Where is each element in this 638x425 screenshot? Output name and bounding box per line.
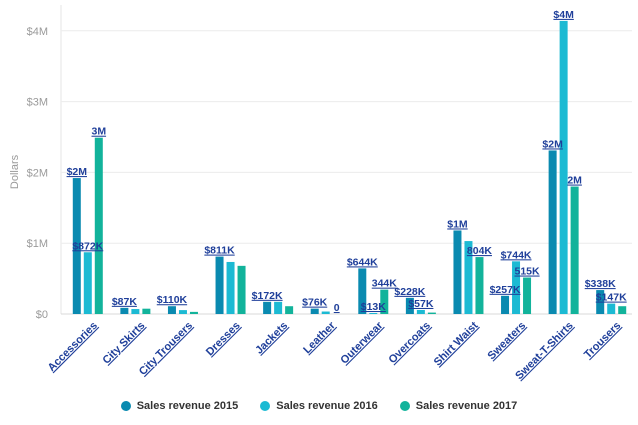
data-label[interactable]: 344K (372, 278, 398, 290)
data-label[interactable]: $2M (542, 138, 563, 150)
bar-city-skirts-2015[interactable] (120, 307, 129, 314)
x-tick-label[interactable]: Dresses (204, 320, 243, 359)
bar-trousers-2015[interactable] (596, 290, 605, 314)
bar-sweaters-2017[interactable] (523, 277, 532, 314)
bar-accessories-2017[interactable] (94, 137, 103, 314)
data-label[interactable]: 0 (334, 302, 340, 314)
data-label[interactable]: $76K (302, 297, 328, 309)
y-tick-label: $1M (27, 238, 48, 250)
legend: Sales revenue 2015 Sales revenue 2016 Sale… (0, 400, 638, 412)
bar-sweat-t-shirts-2015[interactable] (548, 150, 557, 314)
data-label[interactable]: $338K (585, 278, 616, 290)
y-tick-label: $4M (27, 26, 48, 38)
bar-dresses-2015[interactable] (215, 256, 224, 314)
x-tick-label[interactable]: Sweaters (486, 320, 529, 363)
data-label[interactable]: $57K (408, 298, 434, 310)
bar-leather-2015[interactable] (310, 308, 319, 314)
x-tick-label[interactable]: Overcoats (386, 320, 433, 367)
legend-item-2016[interactable]: Sales revenue 2016 (260, 400, 378, 412)
gridlines (60, 5, 632, 315)
bar-jackets-2015[interactable] (263, 301, 272, 314)
bar-trousers-2017[interactable] (618, 306, 627, 314)
legend-label: Sales revenue 2015 (136, 400, 239, 412)
data-label[interactable]: 515K (514, 266, 540, 278)
bar-outerwear-2016[interactable] (369, 313, 378, 314)
legend-dot-icon (120, 401, 131, 411)
bar-accessories-2015[interactable] (72, 178, 81, 314)
data-label[interactable]: $1M (447, 218, 468, 230)
data-label[interactable]: 2M (567, 175, 582, 187)
x-tick-label[interactable]: City Skirts (101, 320, 148, 367)
data-label[interactable]: $2M (67, 166, 88, 178)
data-label[interactable]: $4M (553, 9, 574, 21)
data-label[interactable]: $228K (394, 286, 425, 298)
y-tick-label: $2M (27, 167, 48, 179)
bar-sweat-t-shirts-2017[interactable] (570, 186, 579, 314)
data-label[interactable]: $13K (361, 301, 387, 313)
data-label[interactable]: $644K (347, 256, 378, 268)
bar-jackets-2017[interactable] (285, 306, 294, 314)
data-label[interactable]: $147K (596, 292, 627, 304)
legend-dot-icon (399, 401, 410, 411)
data-label[interactable]: $257K (490, 284, 521, 296)
bar-overcoats-2017[interactable] (427, 312, 436, 314)
bar-jackets-2016[interactable] (274, 301, 283, 314)
legend-label: Sales revenue 2017 (415, 400, 518, 412)
bar-trousers-2016[interactable] (607, 303, 616, 314)
bar-shirt-waist-2015[interactable] (453, 230, 462, 314)
x-tick-label[interactable]: Shirt Waist (432, 319, 481, 368)
y-tick-label: $0 (36, 309, 48, 321)
data-label[interactable]: $872K (72, 240, 103, 252)
bar-accessories-2016[interactable] (83, 252, 92, 314)
x-tick-label[interactable]: Leather (301, 319, 338, 356)
bars (72, 20, 627, 314)
x-tick-label[interactable]: Trousers (582, 320, 623, 361)
data-label[interactable]: $744K (501, 249, 532, 261)
bar-dresses-2017[interactable] (237, 265, 246, 314)
data-label[interactable]: $172K (252, 290, 283, 302)
data-label[interactable]: $811K (204, 245, 235, 257)
bar-leather-2016[interactable] (321, 311, 330, 314)
data-label[interactable]: 804K (467, 245, 493, 257)
bar-sweaters-2015[interactable] (501, 295, 510, 314)
y-axis: $0 $1M $2M $3M $4M (27, 26, 48, 321)
data-label[interactable]: $110K (157, 294, 188, 306)
bar-overcoats-2015[interactable] (405, 297, 414, 314)
bar-outerwear-2017[interactable] (380, 289, 389, 314)
bar-shirt-waist-2017[interactable] (475, 257, 484, 314)
bar-shirt-waist-2016[interactable] (464, 241, 473, 314)
x-tick-label[interactable]: Accessories (46, 320, 100, 374)
legend-item-2017[interactable]: Sales revenue 2017 (399, 400, 518, 412)
bar-city-trousers-2015[interactable] (167, 306, 176, 314)
bar-sweat-t-shirts-2016[interactable] (559, 20, 568, 314)
data-labels: $2M $872K 3M $87K $110K $811K $172K $76K 0 $644K $… (67, 9, 628, 314)
data-label[interactable]: $87K (112, 296, 138, 308)
y-axis-title: Dollars (9, 154, 21, 189)
legend-label: Sales revenue 2016 (276, 400, 378, 412)
y-tick-label: $3M (27, 97, 48, 109)
bar-city-skirts-2017[interactable] (142, 308, 151, 314)
bar-city-trousers-2016[interactable] (178, 310, 187, 314)
x-tick-label[interactable]: Jackets (253, 320, 290, 357)
bar-chart: $0 $1M $2M $3M $4M Dollars $2M $872K 3M $87K $11… (9, 5, 632, 382)
data-label[interactable]: 3M (91, 126, 106, 138)
bar-city-skirts-2016[interactable] (131, 309, 140, 314)
bar-overcoats-2016[interactable] (416, 309, 425, 314)
bar-outerwear-2015[interactable] (358, 268, 367, 314)
bar-sweaters-2016[interactable] (512, 261, 521, 314)
legend-item-2015[interactable]: Sales revenue 2015 (120, 400, 239, 412)
x-tick-label[interactable]: Outerwear (338, 319, 385, 366)
bar-city-trousers-2017[interactable] (189, 311, 198, 314)
bar-dresses-2016[interactable] (226, 261, 235, 314)
legend-dot-icon (260, 401, 271, 411)
